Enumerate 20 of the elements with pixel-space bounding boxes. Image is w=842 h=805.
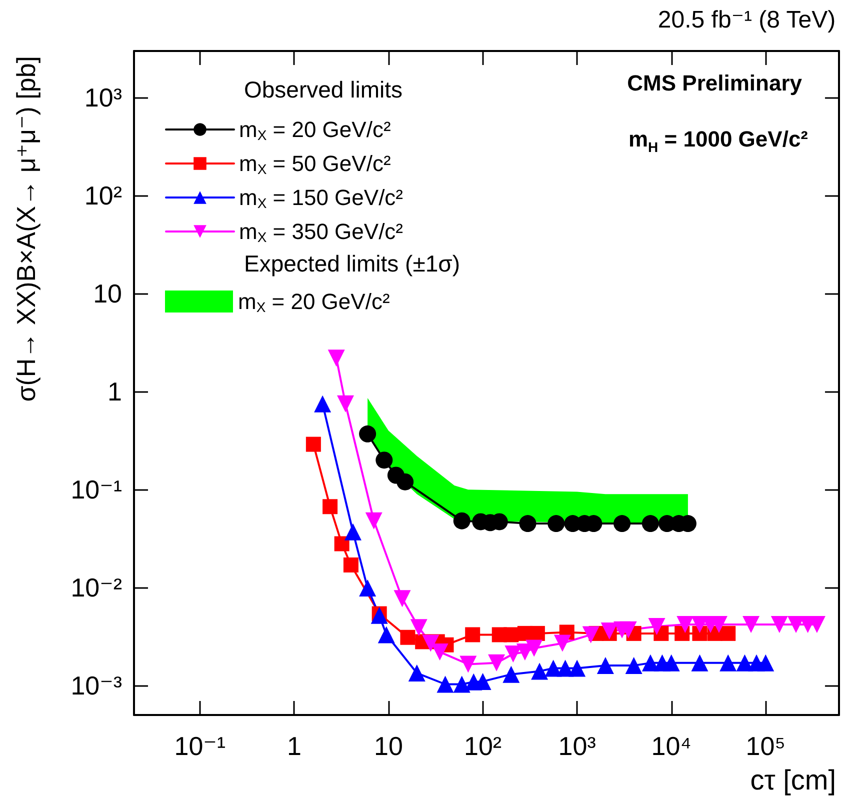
- annotation: Expected limits (±1σ): [244, 250, 460, 276]
- x-tick-label: 10⁻¹: [174, 731, 226, 761]
- y-tick-label: 10⁻³: [70, 670, 122, 701]
- x-axis-title: cτ [cm]: [750, 764, 836, 796]
- legend-title: Observed limits: [244, 76, 402, 102]
- x-tick-label: 10³: [558, 731, 596, 761]
- y-tick-label: 1: [108, 376, 122, 407]
- x-tick-label: 10⁴: [651, 731, 692, 761]
- y-tick-label: 10⁻¹: [70, 474, 122, 505]
- y-tick-label: 10: [93, 278, 122, 309]
- y-axis-title: σ(H→ XX)B×A(X→ μ⁺μ⁻) [pb]: [11, 56, 41, 402]
- annotation: CMS Preliminary: [627, 70, 803, 96]
- y-tick-label: 10³: [84, 82, 122, 113]
- x-tick-label: 10⁵: [746, 731, 786, 761]
- chart-title: 20.5 fb⁻¹ (8 TeV): [658, 6, 836, 34]
- y-tick-label: 10²: [84, 180, 122, 211]
- x-tick-label: 10: [374, 731, 403, 761]
- y-tick-label: 10⁻²: [70, 572, 122, 603]
- x-tick-label: 10²: [464, 731, 502, 761]
- x-tick-label: 1: [286, 731, 302, 761]
